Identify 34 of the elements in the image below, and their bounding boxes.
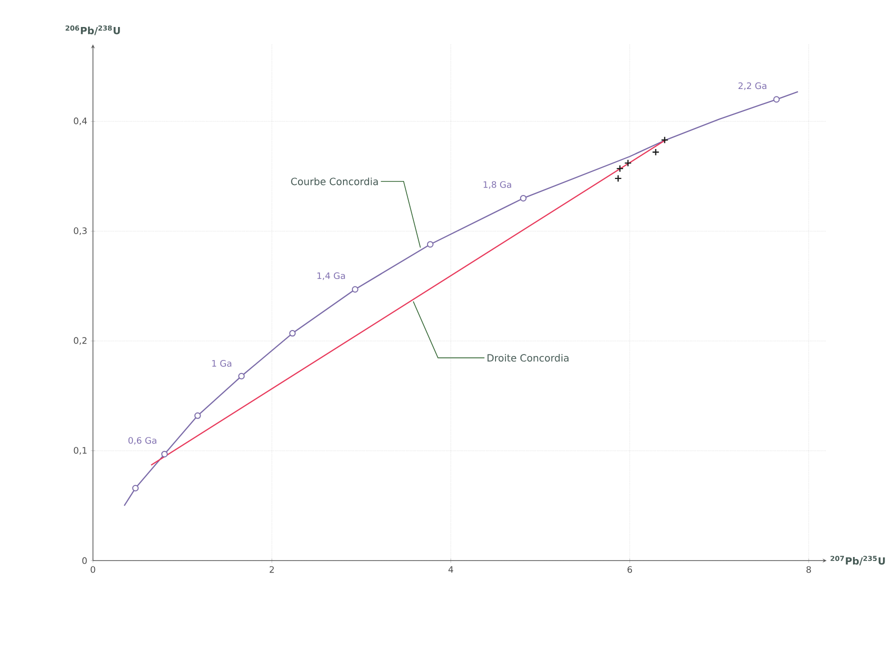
- y-tick-label: 0: [82, 557, 87, 564]
- point: [616, 165, 624, 173]
- point: [660, 136, 668, 144]
- y-tick-label: 0,3: [74, 228, 87, 236]
- y-tick-label: 0,1: [74, 447, 87, 455]
- x-tick-label: 4: [448, 566, 454, 573]
- annotation: 1 Ga: [212, 360, 232, 367]
- x-tick-label: 2: [270, 566, 274, 573]
- annotation: 1,8 Ga: [484, 181, 512, 190]
- annotation: Courbe Concordia: [291, 178, 378, 186]
- point: [352, 286, 358, 293]
- point: [238, 373, 245, 380]
- annotation: 2,2 Ga: [738, 82, 766, 90]
- x-tick-label: 8: [806, 566, 811, 574]
- y-tick-label: 0,2: [74, 337, 86, 345]
- point: [652, 148, 660, 156]
- annotation: 1,4 Ga: [317, 272, 345, 280]
- point: [614, 174, 622, 182]
- point: [426, 241, 434, 248]
- x-tick-label: 0: [90, 566, 96, 574]
- point: [194, 412, 201, 420]
- point: [520, 195, 527, 202]
- point: [624, 160, 632, 168]
- x-axis-title: $^{207}$Pb/$^{235}$U: [830, 556, 885, 566]
- line-series: [124, 91, 799, 506]
- y-axis-title: $^{206}$Pb/$^{238}$U: [66, 26, 120, 36]
- annotation: 0,6 Ga: [128, 437, 156, 445]
- point: [161, 451, 168, 458]
- point: [132, 485, 139, 492]
- y-tick-label: 0,4: [74, 118, 87, 126]
- point: [289, 330, 296, 337]
- x-tick-label: 6: [628, 566, 632, 574]
- point: [773, 96, 780, 103]
- annotation: Droite Concordia: [488, 354, 568, 362]
